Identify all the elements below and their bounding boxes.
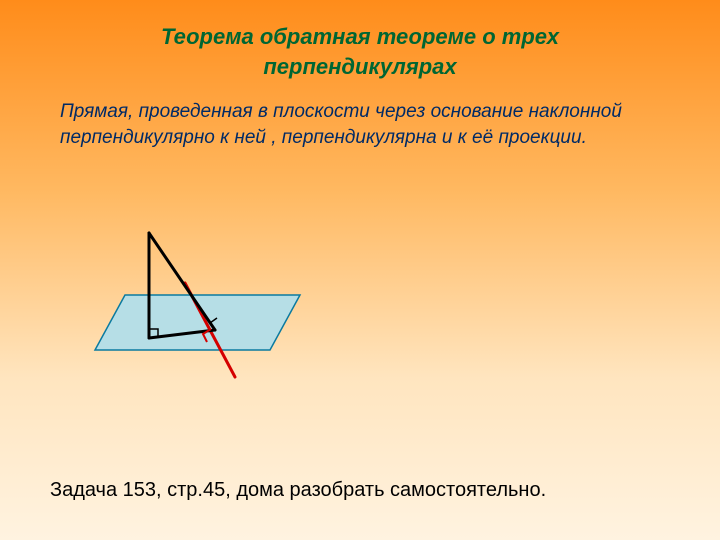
homework-text: Задача 153, стр.45, дома разобрать самос… [50, 479, 546, 502]
theorem-text: Прямая, проведенная в плоскости через ос… [0, 81, 720, 150]
slide-title: Теорема обратная теореме о трех перпенди… [0, 0, 720, 81]
title-line2: перпендикулярах [263, 54, 456, 79]
title-line1: Теорема обратная теореме о трех [161, 24, 559, 49]
geometry-diagram [70, 225, 320, 430]
diagram-svg [70, 225, 320, 425]
